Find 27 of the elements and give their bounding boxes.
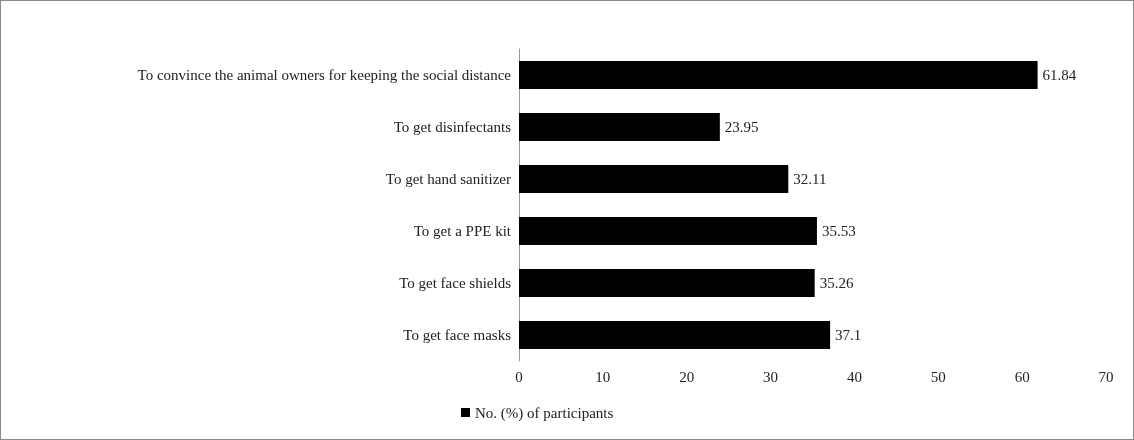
- legend-label: No. (%) of participants: [475, 404, 614, 422]
- bar: [519, 321, 831, 349]
- y-tick-label: To convince the animal owners for keeping the social distance: [137, 67, 512, 83]
- data-label: 35.26: [819, 275, 854, 291]
- data-label: 37.1: [835, 327, 862, 343]
- x-tick-label: 20: [679, 368, 695, 385]
- x-tick-label: 40: [846, 368, 862, 385]
- bar: [519, 217, 817, 245]
- data-label: 61.84: [1042, 67, 1077, 83]
- y-tick-label: To get a PPE kit: [413, 223, 512, 239]
- bar: [519, 113, 720, 141]
- x-tick-label: 70: [1098, 368, 1114, 385]
- x-tick-label: 60: [1014, 368, 1030, 385]
- y-tick-label: To get face masks: [403, 327, 512, 343]
- x-tick-label: 50: [930, 368, 946, 385]
- data-label: 32.11: [793, 171, 827, 187]
- data-label: 23.95: [724, 119, 759, 135]
- bar: [519, 269, 815, 297]
- x-tick-label: 30: [763, 368, 779, 385]
- y-tick-label: To get face shields: [399, 275, 512, 291]
- bar: [519, 61, 1038, 89]
- x-tick-label: 10: [595, 368, 611, 385]
- y-tick-label: To get disinfectants: [393, 119, 512, 135]
- data-label: 35.53: [821, 223, 856, 239]
- y-tick-label: To get hand sanitizer: [385, 171, 511, 187]
- x-tick-label: 0: [515, 368, 523, 385]
- bar: [519, 165, 789, 193]
